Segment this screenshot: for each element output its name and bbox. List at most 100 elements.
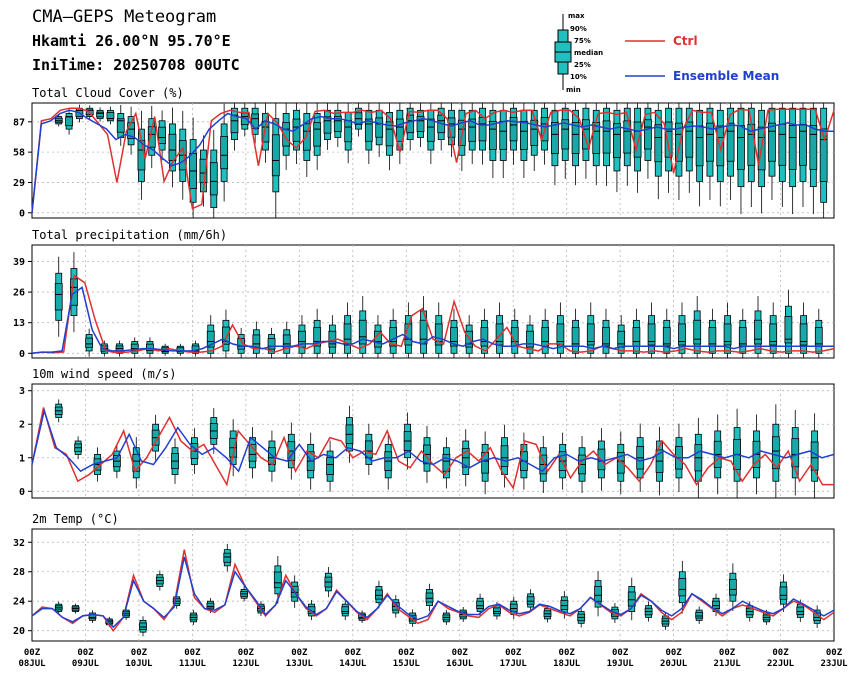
y-tick-label: 0 xyxy=(19,349,25,360)
x-tick-date: 22JUL xyxy=(767,659,795,669)
box-mark xyxy=(65,107,73,135)
box-iqr xyxy=(220,136,229,170)
box-iqr xyxy=(323,116,332,134)
box-iqr xyxy=(799,323,808,346)
box-iqr xyxy=(769,323,778,346)
box-iqr xyxy=(480,327,489,347)
box-mark xyxy=(88,610,97,623)
box-mark xyxy=(146,337,154,358)
box-mark xyxy=(530,103,539,172)
box-iqr xyxy=(561,119,570,150)
panel-title: 2m Temp (°C) xyxy=(32,512,119,526)
box-mark xyxy=(723,302,732,358)
box-iqr xyxy=(541,327,550,347)
box-iqr xyxy=(526,330,534,348)
legend-mean-label: Ensemble Mean xyxy=(673,69,779,83)
x-tick-time: 00Z xyxy=(826,648,843,658)
box-mark xyxy=(364,103,373,164)
box-iqr xyxy=(419,319,428,345)
box-mark xyxy=(209,408,218,454)
box-mark xyxy=(577,607,586,628)
ctrl-line xyxy=(31,549,835,632)
box-mark xyxy=(313,308,322,358)
box-iqr xyxy=(416,115,425,132)
box-mark xyxy=(655,426,664,496)
x-tick-date: 23JUL xyxy=(820,659,848,669)
x-tick-time: 00Z xyxy=(291,648,308,658)
box-mark xyxy=(695,606,704,624)
box-iqr xyxy=(779,586,788,600)
box-mark xyxy=(406,103,415,151)
box-iqr xyxy=(819,128,828,183)
key-label-75: 75% xyxy=(574,37,591,45)
x-tick-time: 00Z xyxy=(398,648,415,658)
y-tick-label: 87 xyxy=(13,117,25,128)
box-mark xyxy=(796,599,805,623)
box-iqr xyxy=(375,589,383,600)
legend-ctrl-label: Ctrl xyxy=(673,34,698,48)
x-tick-date: 15JUL xyxy=(393,659,421,669)
box-iqr xyxy=(499,120,508,150)
box-mark xyxy=(139,616,147,637)
mean-line xyxy=(31,109,834,213)
box-mark xyxy=(375,580,383,609)
x-tick-date: 11JUL xyxy=(179,659,207,669)
box-mark xyxy=(389,308,398,358)
box-iqr xyxy=(476,600,484,610)
box-iqr xyxy=(633,121,642,158)
box-mark xyxy=(519,103,528,179)
box-iqr xyxy=(96,111,104,118)
box-iqr xyxy=(738,327,747,347)
box-mark xyxy=(261,103,270,163)
box-mark xyxy=(636,423,645,492)
box-mark xyxy=(292,103,301,164)
box-mark xyxy=(716,103,725,207)
box-mark xyxy=(509,103,518,165)
box-mark xyxy=(54,399,63,423)
box-iqr xyxy=(551,122,559,154)
box-mark xyxy=(694,417,703,498)
panel-frame xyxy=(31,383,835,499)
box-iqr xyxy=(434,323,443,346)
box-mark xyxy=(206,598,215,614)
ctrl-line xyxy=(31,274,835,355)
box-mark xyxy=(768,103,776,200)
key-label-max: max xyxy=(568,12,585,20)
box-mark xyxy=(96,107,104,122)
y-tick-label: 29 xyxy=(13,178,25,189)
box-iqr xyxy=(678,323,686,346)
box-iqr xyxy=(526,596,535,605)
box-mark xyxy=(500,424,509,488)
box-iqr xyxy=(116,118,125,133)
box-mark xyxy=(112,444,121,479)
box-iqr xyxy=(788,125,797,170)
y-tick-label: 26 xyxy=(13,288,25,299)
box-iqr xyxy=(791,438,800,468)
box-iqr xyxy=(206,602,215,609)
y-tick-label: 0 xyxy=(19,208,25,219)
x-tick-time: 00Z xyxy=(559,648,576,658)
box-iqr xyxy=(158,126,167,145)
box-mark xyxy=(644,103,652,179)
box-iqr xyxy=(675,122,683,162)
box-iqr xyxy=(754,319,762,345)
box-mark xyxy=(271,103,280,218)
box-mark xyxy=(333,103,342,148)
box-mark xyxy=(509,596,518,620)
ctrl-line xyxy=(31,407,834,490)
box-mark xyxy=(747,103,756,208)
box-iqr xyxy=(385,121,394,147)
y-tick-label: 32 xyxy=(13,538,25,549)
box-iqr xyxy=(395,118,404,142)
box-mark xyxy=(693,296,702,358)
box-mark xyxy=(326,440,334,492)
panel-3: 10m wind speed (m/s) 0 1 2 3 xyxy=(19,367,835,499)
mean-line xyxy=(31,286,834,355)
panel-4: 2m Temp (°C) 20 24 28 32 xyxy=(13,512,835,642)
box-iqr xyxy=(796,606,805,615)
box-mark xyxy=(814,308,823,358)
box-mark xyxy=(499,103,508,179)
box-mark xyxy=(171,438,179,484)
box-iqr xyxy=(493,607,501,615)
